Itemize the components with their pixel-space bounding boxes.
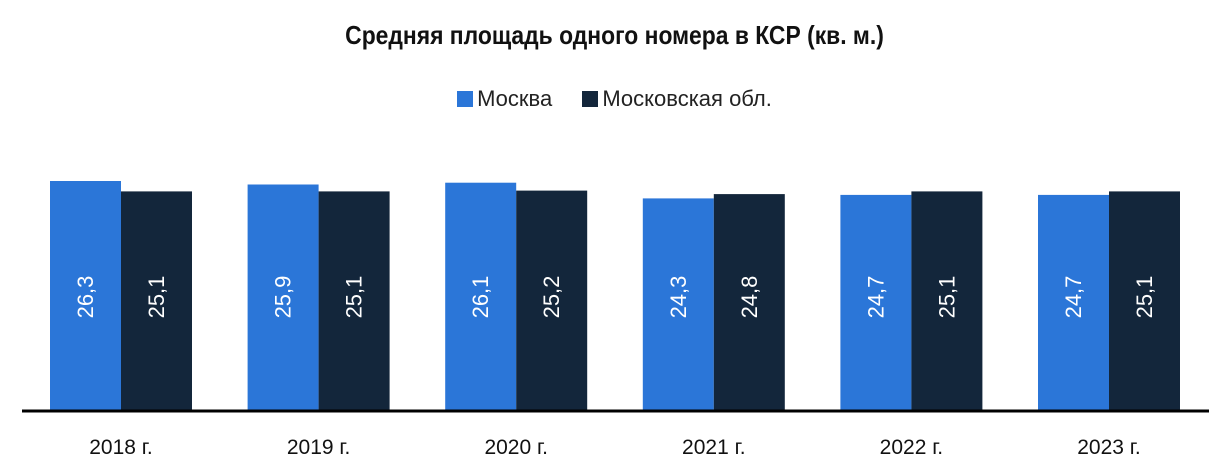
data-label-moscow-region-0: 25,1 [144,276,169,319]
data-label-moscow-region-1: 25,1 [342,276,367,319]
data-label-moscow-region-4: 25,1 [934,276,959,319]
bar-moscow-1 [247,184,319,410]
bar-moscow-5 [1038,194,1109,410]
data-label-moscow-1: 25,9 [271,276,296,319]
bar-moscow-4 [840,194,912,410]
data-label-moscow-2: 26,1 [468,276,493,319]
bar-moscow-region-1 [318,191,390,410]
data-label-moscow-region-3: 24,8 [737,276,762,319]
bar-moscow-3 [642,198,714,410]
bar-moscow-region-3 [713,194,785,410]
legend-label-moscow: Москва [477,86,553,111]
legend-swatch-moscow-region [582,91,599,107]
bar-moscow-0 [50,181,121,410]
bar-moscow-region-0 [121,191,192,410]
x-tick-label-4: 2022 г. [880,436,943,459]
x-tick-label-3: 2021 г. [682,436,745,459]
legend-swatch-moscow [457,91,474,107]
bar-moscow-2 [445,182,517,410]
data-label-moscow-0: 26,3 [73,276,98,319]
legend-label-moscow-region: Московская обл. [602,86,772,111]
x-tick-label-1: 2019 г. [287,436,350,459]
bar-moscow-region-5 [1109,191,1180,410]
x-tick-label-2: 2020 г. [484,436,547,459]
x-tick-label-5: 2023 г. [1077,436,1140,459]
data-label-moscow-region-5: 25,1 [1132,276,1157,319]
data-label-moscow-5: 24,7 [1061,276,1086,319]
x-tick-label-0: 2018 г. [89,436,152,459]
data-label-moscow-4: 24,7 [863,276,888,319]
legend-item-moscow: Москва [457,86,552,112]
data-label-moscow-3: 24,3 [666,276,691,319]
bar-moscow-region-4 [911,191,983,410]
chart-legend: Москва Московская обл. [0,86,1229,113]
legend-item-moscow-region: Московская обл. [582,86,772,112]
data-label-moscow-region-2: 25,2 [539,276,564,319]
bar-moscow-region-2 [516,190,588,410]
chart-title: Средняя площадь одного номера в КСР (кв.… [345,20,884,50]
